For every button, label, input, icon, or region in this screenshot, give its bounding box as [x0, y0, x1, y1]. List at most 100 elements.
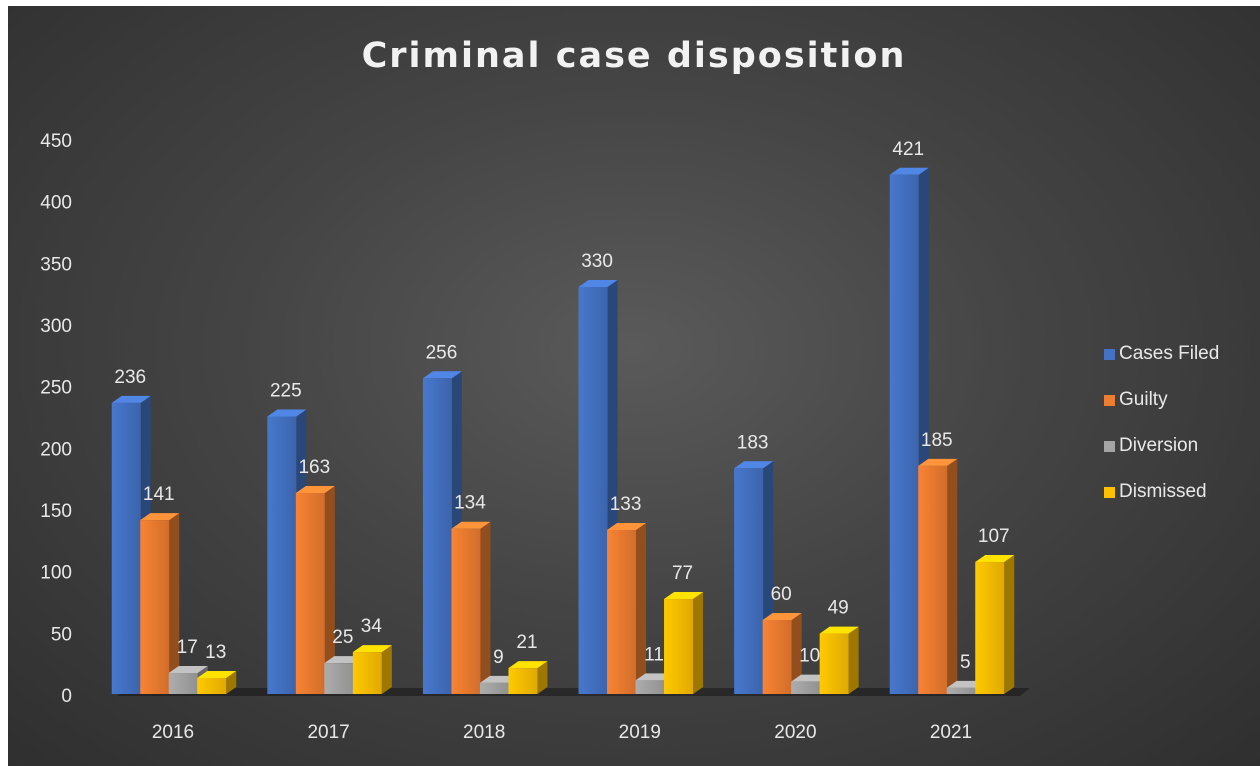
bar [607, 522, 647, 694]
data-label: 13 [205, 642, 226, 663]
bar-front [819, 633, 849, 694]
x-tick-label: 2018 [463, 722, 505, 743]
bar-side [537, 661, 548, 694]
legend-swatch [1104, 486, 1115, 498]
bar-top [607, 522, 647, 530]
bar [352, 645, 392, 694]
bar-front [451, 528, 481, 694]
bar-side [480, 521, 491, 694]
data-label: 9 [493, 647, 504, 668]
bar-front [140, 520, 170, 694]
bar-side [169, 513, 180, 694]
bar-front [762, 620, 792, 694]
data-label: 225 [270, 381, 302, 402]
data-label: 17 [177, 637, 198, 658]
y-tick-label: 300 [40, 316, 72, 337]
bar-front [734, 468, 764, 694]
bar [140, 513, 180, 694]
bar-front [324, 663, 354, 694]
bar-front [197, 677, 227, 694]
data-label: 236 [114, 367, 146, 388]
data-label: 77 [672, 563, 693, 584]
bar-front [578, 287, 608, 694]
legend-swatch [1104, 394, 1115, 406]
legend-item: Dismissed [1104, 481, 1219, 503]
data-label: 5 [960, 652, 971, 673]
bar-top [352, 645, 392, 653]
data-label: 185 [921, 430, 953, 451]
bar [664, 592, 704, 694]
bar-top [578, 280, 618, 287]
bar-top [734, 461, 774, 469]
plot-area: 0 50 100 150 200 250 300 350 400 450 2016 2017 2018 2… [40, 131, 1030, 743]
bar-top [295, 485, 335, 493]
bar-front [946, 687, 976, 694]
legend-label: Dismissed [1119, 481, 1207, 502]
x-tick-label: 2019 [619, 722, 661, 743]
bar-front [918, 465, 948, 694]
bar-top [140, 513, 180, 521]
bar-front [422, 378, 452, 694]
y-tick-label: 350 [40, 254, 72, 275]
y-tick-label: 150 [40, 501, 72, 522]
y-tick-label: 400 [40, 193, 72, 214]
bar-front [607, 529, 637, 694]
y-tick-label: 200 [40, 439, 72, 460]
data-label: 60 [771, 584, 792, 605]
bar-side [324, 485, 335, 694]
bar-front [295, 492, 325, 694]
x-tick-label: 2021 [930, 722, 972, 743]
data-label: 163 [298, 457, 330, 478]
data-label: 34 [361, 616, 383, 637]
bar-top [508, 661, 548, 669]
bar [451, 521, 491, 694]
bar-front [267, 416, 297, 694]
legend-item: Guilty [1104, 389, 1219, 411]
bar-top [451, 521, 491, 529]
x-tick-label: 2017 [307, 722, 349, 743]
bar-top [664, 592, 704, 600]
bar-side [947, 458, 958, 694]
bar-top [819, 626, 859, 634]
data-label: 25 [332, 627, 353, 648]
data-label: 256 [426, 342, 458, 363]
data-label: 10 [799, 646, 820, 667]
bar-front [168, 673, 198, 694]
bar-side [791, 613, 802, 694]
legend-label: Guilty [1119, 389, 1168, 410]
bar-top [762, 613, 802, 620]
data-label: 107 [978, 526, 1010, 547]
y-tick-label: 250 [40, 378, 72, 399]
data-label: 49 [828, 598, 849, 619]
y-tick-label: 100 [40, 563, 72, 584]
data-label: 11 [644, 644, 664, 665]
bar-side [1004, 555, 1015, 694]
bar [762, 613, 802, 694]
legend-swatch [1104, 348, 1115, 360]
x-tick-label: 2020 [774, 722, 816, 743]
bar-front [352, 652, 382, 694]
legend: Cases Filed Guilty Diversion Dismissed [1104, 343, 1219, 527]
bar [295, 485, 335, 694]
data-label: 421 [892, 139, 924, 160]
y-tick-label: 50 [51, 624, 72, 645]
bar-top [975, 555, 1015, 563]
bar-top [197, 670, 237, 678]
bar-front [508, 668, 538, 694]
bar [918, 458, 958, 694]
bar [508, 661, 548, 694]
bar [975, 555, 1015, 694]
bar-side [226, 670, 237, 694]
bar-top [111, 395, 151, 403]
x-tick-label: 2016 [152, 722, 194, 743]
data-label: 330 [581, 251, 613, 272]
bar-front [791, 681, 821, 694]
legend-item: Diversion [1104, 435, 1219, 457]
bar-top [267, 409, 307, 417]
bar-top [918, 458, 958, 466]
bar-side [381, 645, 392, 694]
y-tick-label: 0 [61, 686, 72, 707]
data-label: 133 [610, 494, 642, 515]
legend-swatch [1104, 440, 1115, 452]
bar-front [479, 682, 509, 694]
